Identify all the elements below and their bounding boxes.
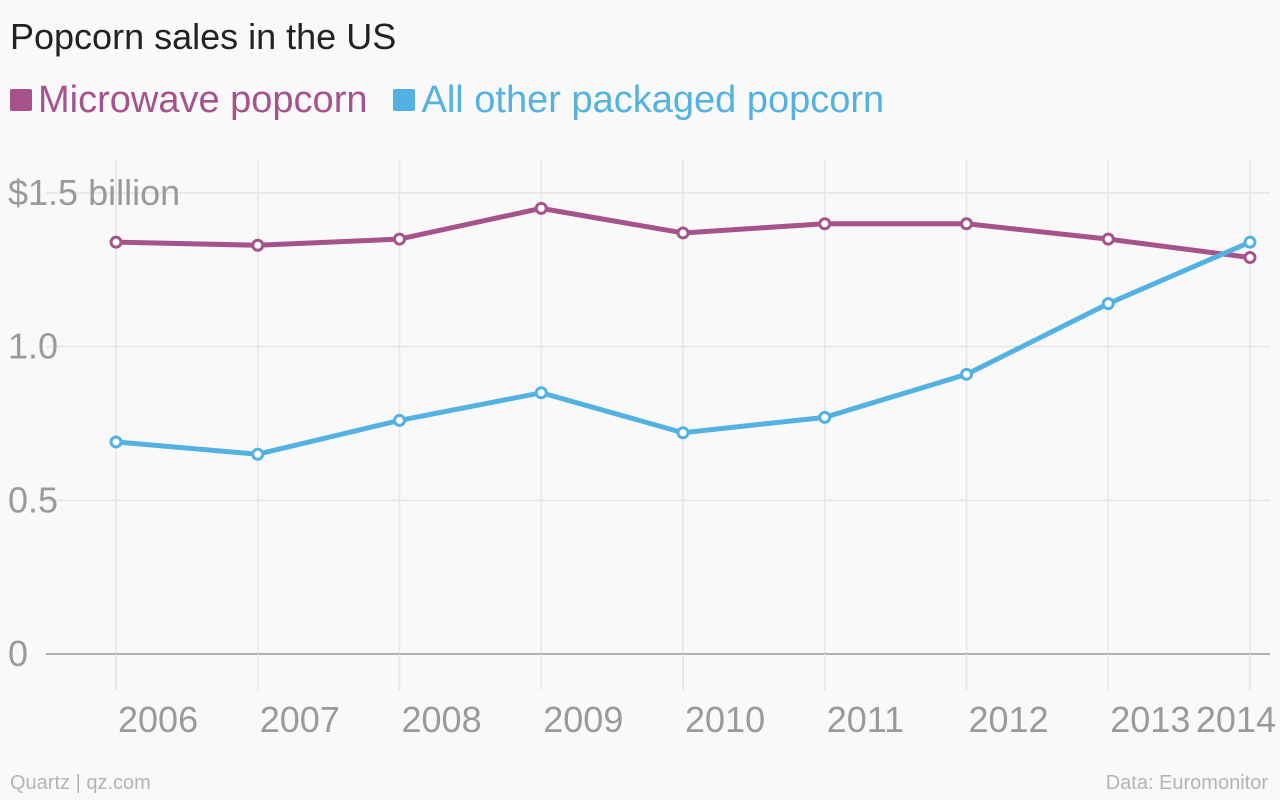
data-point-microwave <box>1101 232 1115 246</box>
legend-swatch-other <box>393 89 416 111</box>
series <box>109 201 1257 461</box>
legend-item-microwave: Microwave popcorn <box>10 78 367 122</box>
data-point-microwave <box>960 217 973 231</box>
data-point-other-packaged <box>960 367 973 381</box>
y-tick-label: 0 <box>8 633 28 674</box>
data-point-microwave <box>393 232 406 246</box>
data-point-other-packaged <box>534 386 548 400</box>
x-tick-label: 2009 <box>543 699 623 740</box>
y-tick-label: 0.5 <box>8 479 58 520</box>
y-tick-label: 1.0 <box>8 326 58 367</box>
data-point-microwave <box>1243 251 1257 265</box>
legend-item-other: All other packaged popcorn <box>393 78 884 122</box>
legend-swatch-microwave <box>10 89 32 111</box>
data-point-other-packaged <box>1101 297 1115 311</box>
data-point-microwave <box>251 238 265 252</box>
x-tick-label: 2010 <box>685 699 765 740</box>
data-point-microwave <box>676 226 690 240</box>
x-tick-label: 2012 <box>969 699 1049 740</box>
x-tick-label: 2008 <box>402 699 482 740</box>
data-point-other-packaged <box>818 410 832 424</box>
data-point-microwave <box>109 235 123 249</box>
data-point-other-packaged <box>109 435 123 449</box>
legend-label-other: All other packaged popcorn <box>421 79 885 121</box>
y-tick-label: $1.5 billion <box>8 172 180 213</box>
data-point-microwave <box>818 217 832 231</box>
axes: 0 0.5 1.0 $1.5 billion 2006 2007 2008 2009 2010 2… <box>8 172 1276 740</box>
footer-source: Data: Euromonitor <box>1105 772 1268 794</box>
footer-credit: Quartz | qz.com <box>10 772 151 794</box>
legend-label-microwave: Microwave popcorn <box>38 79 368 121</box>
data-point-microwave <box>534 201 548 215</box>
x-tick-label: 2006 <box>118 699 198 740</box>
x-tick-label: 2007 <box>260 699 340 740</box>
chart-title: Popcorn sales in the US <box>10 16 397 57</box>
data-point-other-packaged <box>676 426 690 440</box>
data-point-other-packaged <box>393 413 406 427</box>
x-tick-label: 2011 <box>827 699 904 740</box>
x-tick-label: 2014 <box>1196 699 1276 740</box>
chart-legend: Microwave popcorn All other packaged pop… <box>10 78 910 122</box>
x-tick-label: 2013 <box>1110 699 1190 740</box>
data-point-other-packaged <box>251 447 265 461</box>
data-point-other-packaged <box>1243 235 1257 249</box>
